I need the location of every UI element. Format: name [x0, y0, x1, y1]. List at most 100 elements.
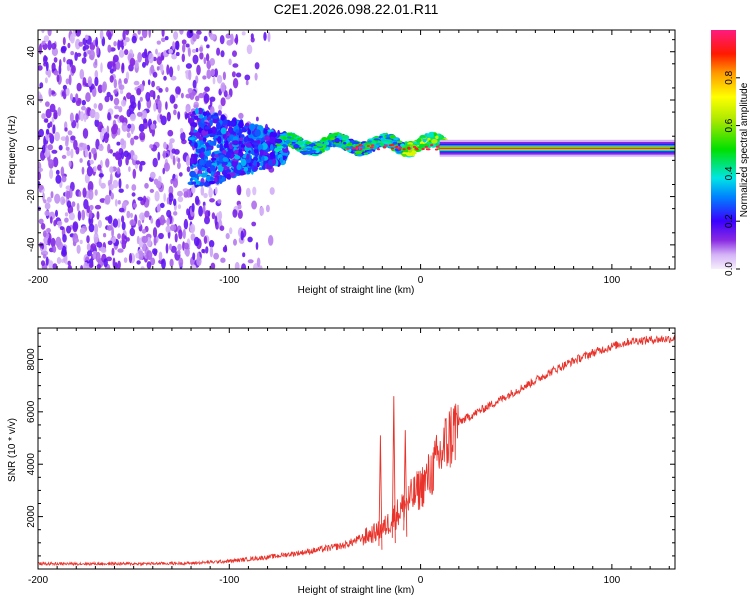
heatmap-cell — [86, 205, 91, 214]
heatmap-cell — [48, 159, 54, 169]
heatmap-cell — [297, 137, 301, 141]
heatmap-cell — [95, 251, 101, 263]
heatmap-cell — [76, 121, 79, 129]
heatmap-cell — [366, 151, 373, 154]
heatmap-cell — [188, 30, 194, 37]
heatmap-cell — [293, 144, 300, 149]
heatmap-cell — [241, 31, 246, 36]
heatmap-cell — [143, 118, 148, 124]
heatmap-cell — [214, 68, 219, 78]
heatmap-cell — [116, 141, 121, 146]
heatmap-cell — [240, 158, 247, 167]
heatmap-cell — [245, 80, 249, 86]
heatmap-cell — [177, 190, 183, 197]
heatmap-cell — [170, 224, 177, 232]
heatmap-cell — [110, 192, 114, 200]
x-tick-label: 100 — [604, 575, 621, 586]
heatmap-cell — [169, 138, 175, 144]
heatmap-cell — [199, 52, 204, 60]
heatmap-cell — [198, 153, 204, 159]
heatmap-cell — [418, 143, 426, 149]
heatmap-cell — [97, 164, 102, 171]
heatmap-cell — [191, 185, 196, 194]
heatmap-cell — [412, 145, 417, 148]
colorbar-ticks: 0.0 0.2 0.4 0.6 0.8 — [724, 70, 740, 276]
heatmap-cell — [179, 127, 184, 134]
heatmap-cell — [243, 166, 249, 172]
heatmap-cell — [158, 88, 163, 93]
heatmap-cell — [131, 184, 137, 191]
heatmap-cell — [217, 136, 222, 144]
heatmap-cell — [198, 92, 205, 99]
heatmap-cell — [209, 33, 216, 41]
heatmap-cell — [240, 134, 245, 138]
heatmap-cell — [126, 92, 132, 100]
heatmap-cell — [103, 233, 107, 238]
heatmap-cell — [139, 96, 143, 102]
heatmap-cell — [218, 104, 223, 111]
heatmap-cell — [95, 36, 98, 48]
heatmap-cell — [400, 143, 405, 147]
heatmap-cell — [198, 205, 204, 217]
heatmap-cell — [209, 119, 213, 127]
heatmap-cell — [422, 138, 427, 143]
heatmap-cell — [97, 84, 103, 94]
heatmap-cell — [130, 126, 134, 135]
heatmap-cell — [209, 198, 215, 203]
heatmap-cell — [172, 177, 178, 188]
heatmap-cell — [42, 192, 45, 202]
heatmap-cell — [259, 149, 264, 157]
heatmap-cell — [191, 49, 197, 53]
heatmap-cell — [137, 52, 143, 63]
heatmap-cell — [200, 228, 206, 237]
heatmap-cell — [228, 142, 234, 150]
heatmap-cell — [88, 189, 94, 201]
heatmap-cell — [82, 77, 87, 86]
heatmap-cell — [173, 31, 179, 40]
heatmap-cell — [120, 138, 125, 146]
heatmap-cell — [70, 135, 76, 141]
heatmap-cell — [52, 263, 58, 269]
heatmap-cell — [416, 138, 422, 143]
heatmap-cell — [167, 113, 171, 121]
heatmap-cell — [51, 47, 59, 57]
heatmap-cell — [305, 141, 312, 146]
heatmap-cell — [253, 160, 257, 166]
heatmap-cell — [114, 105, 120, 110]
heatmap-cell — [232, 63, 239, 68]
x-tick-label: -200 — [28, 575, 48, 586]
heatmap-cell — [222, 71, 226, 81]
heatmap-cell — [158, 232, 164, 240]
heatmap-cell — [52, 156, 59, 168]
snr-spikes — [378, 396, 408, 550]
heatmap-cell — [103, 258, 108, 268]
heatmap-cell — [152, 120, 157, 125]
spectrogram-y-ticks: 40 20 0 -20 -40 — [26, 39, 675, 258]
heatmap-cell — [66, 190, 71, 200]
heatmap-cell — [380, 137, 386, 142]
heatmap-cell — [117, 248, 124, 253]
heatmap-cell — [174, 233, 178, 243]
heatmap-cell — [212, 115, 219, 119]
heatmap-cell — [141, 229, 147, 234]
heatmap-cell — [87, 76, 93, 87]
heatmap-cell — [94, 204, 102, 210]
heatmap-cell — [57, 107, 62, 117]
heatmap-cell — [202, 204, 206, 215]
heatmap-cell — [390, 147, 395, 150]
heatmap-cell — [225, 140, 229, 149]
heatmap-cell — [94, 223, 99, 235]
heatmap-cell — [187, 87, 193, 94]
heatmap-cell — [305, 146, 312, 149]
heatmap-cell — [193, 156, 198, 164]
heatmap-cell — [149, 188, 155, 193]
heatmap-cell — [152, 227, 158, 238]
snr-y-axis-label: SNR (10 * v/v) — [7, 418, 18, 482]
heatmap-cell — [245, 142, 252, 148]
heatmap-cell — [42, 230, 47, 238]
heatmap-cell — [328, 133, 336, 138]
heatmap-cell — [119, 84, 125, 90]
heatmap-cell — [100, 182, 106, 189]
heatmap-cell — [185, 113, 190, 119]
heatmap-cell — [235, 72, 242, 78]
